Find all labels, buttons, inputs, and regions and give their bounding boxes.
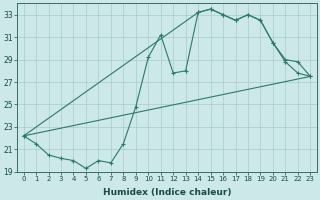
X-axis label: Humidex (Indice chaleur): Humidex (Indice chaleur) — [103, 188, 231, 197]
